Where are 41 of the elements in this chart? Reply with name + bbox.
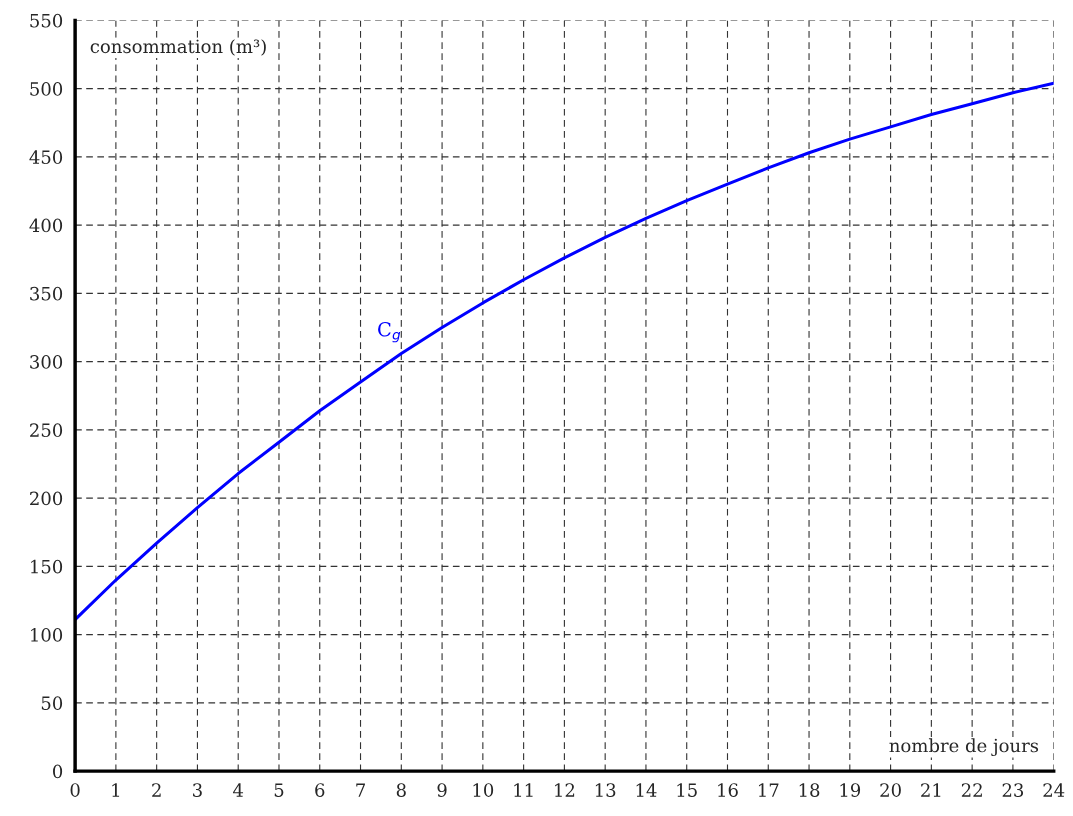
x-tick-label: 1 [112, 783, 120, 797]
x-axis-title: nombre de jours [889, 738, 1039, 757]
y-tick-label: 300 [30, 355, 63, 369]
y-tick-label: 450 [29, 150, 63, 165]
y-tick-label: 150 [31, 559, 63, 574]
x-tick-label: 14 [636, 783, 657, 797]
x-tick-label: 4 [233, 783, 244, 797]
x-tick-label: 24 [1043, 783, 1065, 797]
y-tick-label: 100 [31, 628, 63, 642]
y-tick-label: 550 [30, 13, 63, 28]
x-tick-label: 18 [799, 783, 820, 797]
x-tick-label: 12 [555, 783, 575, 797]
y-tick-label: 350 [30, 286, 63, 301]
y-tick-label: 200 [30, 491, 63, 506]
line-series [75, 81, 1054, 622]
x-tick-label: 23 [1002, 783, 1024, 797]
x-tick-label: 6 [315, 783, 325, 797]
x-tick-label: 0 [70, 783, 80, 797]
x-tick-label: 17 [758, 783, 779, 797]
x-tick-label: 16 [718, 783, 738, 797]
x-tick-label: 9 [437, 783, 447, 797]
series-label: C$_{g}$ [378, 321, 401, 343]
y-tick-label: 500 [30, 82, 63, 96]
x-tick-label: 21 [921, 783, 941, 797]
x-tick-label: 11 [514, 783, 533, 797]
x-tick-label: 8 [396, 783, 406, 797]
x-tick-label: 19 [840, 783, 861, 797]
x-tick-label: 2 [152, 783, 161, 797]
y-tick-label: 400 [29, 218, 63, 233]
y-tick-label: 250 [30, 423, 63, 437]
x-tick-label: 13 [595, 783, 616, 797]
y-axis-title: consommation (m³) [90, 39, 266, 56]
x-tick-label: 20 [880, 783, 901, 797]
x-tick-label: 22 [961, 783, 982, 797]
x-tick-label: 3 [193, 783, 202, 797]
x-tick-label: 7 [356, 783, 365, 797]
y-tick-label: 50 [41, 696, 63, 710]
x-tick-label: 15 [677, 783, 697, 797]
x-tick-label: 10 [473, 783, 494, 797]
x-tick-label: 5 [274, 783, 284, 797]
y-tick-label: 0 [53, 764, 63, 779]
